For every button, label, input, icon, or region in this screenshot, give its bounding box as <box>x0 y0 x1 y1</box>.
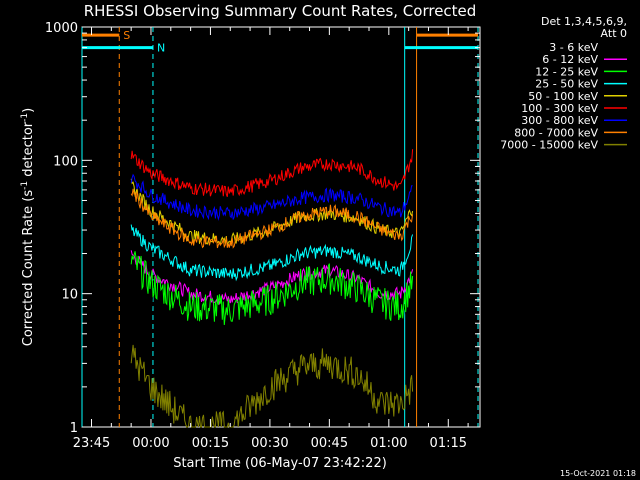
legend-header-line2: Att 0 <box>601 27 627 40</box>
y-axis-label-mid: detector <box>21 121 36 181</box>
series-line <box>130 178 414 246</box>
y-axis-label-end: ) <box>21 108 36 113</box>
y-tick-label: 10 <box>61 288 78 303</box>
vertical-lines <box>81 27 479 427</box>
legend-item-label: 800 - 7000 keV <box>514 126 598 139</box>
x-axis-label: Start Time (06-May-07 23:42:22) <box>173 456 387 471</box>
y-axis-label-main: Corrected Count Rate (s <box>21 190 36 347</box>
x-tick-label: 23:45 <box>73 436 110 451</box>
legend-header-line1: Det 1,3,4,5,6,9, <box>541 15 627 28</box>
legend-item-label: 300 - 800 keV <box>521 114 598 127</box>
x-tick-label: 01:00 <box>370 436 407 451</box>
series-group <box>130 149 414 428</box>
y-ticks: 1 10 100 1000 <box>45 21 480 436</box>
series-line <box>130 250 414 306</box>
chart-title: RHESSI Observing Summary Count Rates, Co… <box>84 2 477 20</box>
legend-item-label: 3 - 6 keV <box>549 41 598 54</box>
flag-label: S <box>123 29 130 42</box>
legend-item-label: 12 - 25 keV <box>535 65 598 78</box>
x-tick-label: 00:00 <box>132 436 169 451</box>
flag-label: N <box>157 42 165 55</box>
x-tick-label: 00:45 <box>311 436 348 451</box>
series-line <box>130 263 414 343</box>
legend-item-label: 50 - 100 keV <box>528 90 598 103</box>
legend-item-label: 6 - 12 keV <box>542 53 598 66</box>
x-tick-label: 01:15 <box>430 436 467 451</box>
series-line <box>130 188 414 249</box>
x-ticks: 23:45 00:00 00:15 00:30 00:45 01:00 01:15 <box>73 27 469 451</box>
y-axis-label: Corrected Count Rate (s-1 detector-1) <box>20 108 36 346</box>
legend-item-label: 100 - 300 keV <box>521 102 598 115</box>
legend-item-label: 25 - 50 keV <box>535 78 598 91</box>
y-tick-label: 1 <box>70 421 78 436</box>
series-line <box>130 344 414 428</box>
flag-lines: SN <box>82 29 479 55</box>
series-line <box>130 251 414 326</box>
series-line <box>130 173 413 221</box>
y-axis-label-exp1: -1 <box>20 181 30 190</box>
timestamp: 15-Oct-2021 01:18 <box>560 469 636 478</box>
x-tick-label: 00:15 <box>192 436 229 451</box>
y-tick-label: 100 <box>53 154 78 169</box>
y-axis-label-exp2: -1 <box>20 113 30 122</box>
legend-item-label: 7000 - 15000 keV <box>500 139 598 152</box>
y-tick-label: 1000 <box>45 21 78 36</box>
series-line <box>130 149 414 197</box>
x-tick-label: 00:30 <box>251 436 288 451</box>
series-line <box>130 224 414 282</box>
